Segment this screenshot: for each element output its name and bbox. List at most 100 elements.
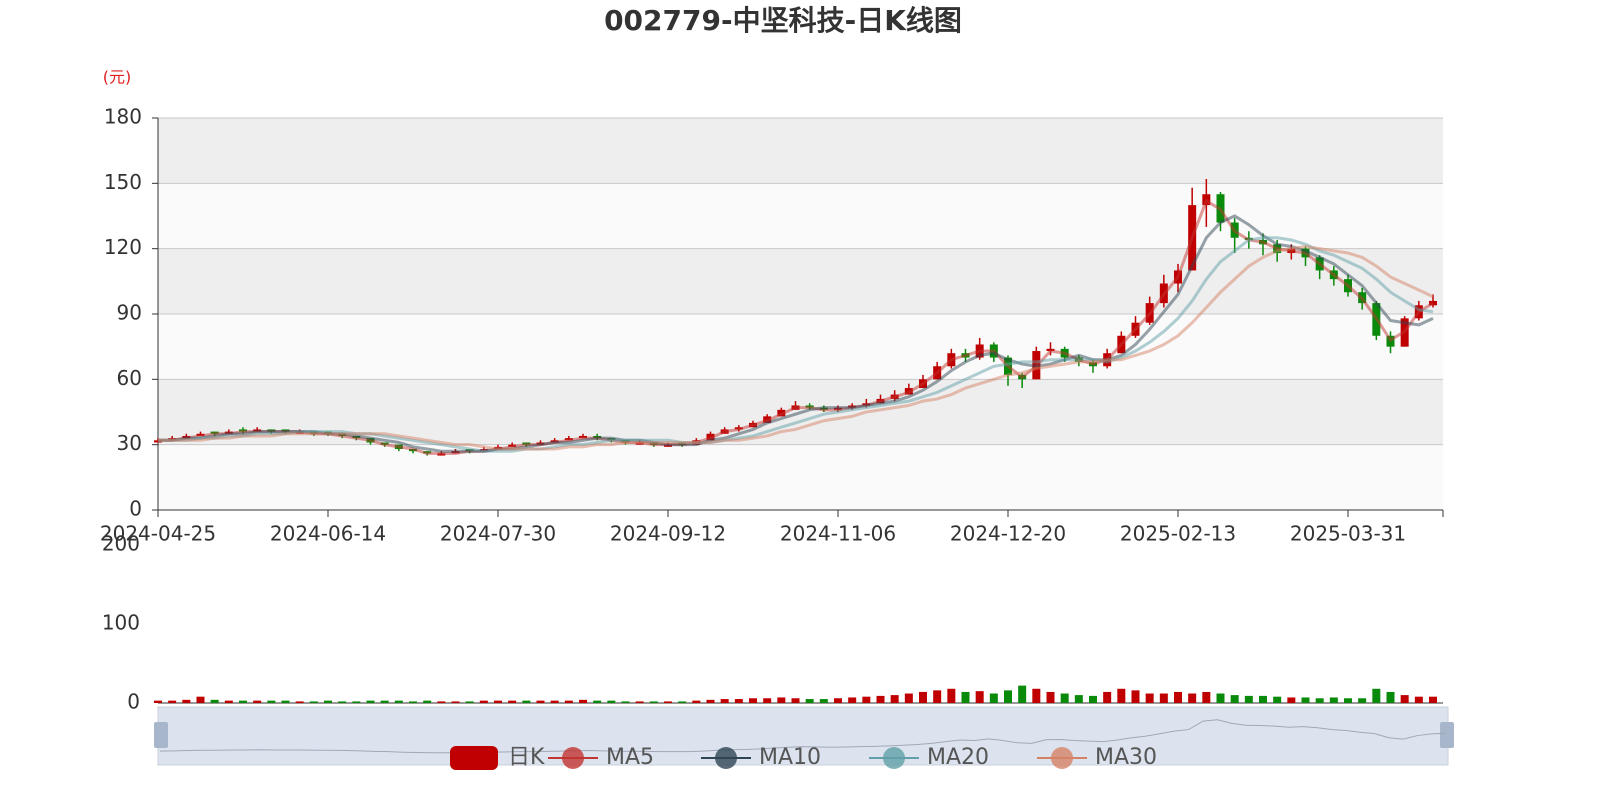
volume-tick-label: 200 bbox=[102, 532, 140, 556]
volume-bar bbox=[890, 695, 899, 703]
volume-bar bbox=[706, 699, 715, 703]
legend-symbol[interactable] bbox=[450, 746, 498, 770]
volume-bar bbox=[834, 698, 842, 703]
volume-bar bbox=[1046, 691, 1055, 703]
legend-symbol bbox=[883, 747, 905, 769]
volume-bar bbox=[848, 697, 857, 703]
volume-bar bbox=[1060, 693, 1069, 703]
volume-bar bbox=[1372, 688, 1381, 703]
x-tick-label: 2024-04-25 bbox=[100, 522, 216, 546]
volume-bar bbox=[465, 701, 474, 703]
volume-bar bbox=[423, 700, 432, 703]
y-tick-label: 150 bbox=[104, 170, 142, 194]
volume-bar bbox=[749, 698, 757, 703]
y-tick-label: 90 bbox=[117, 301, 142, 325]
y-tick-label: 120 bbox=[104, 235, 142, 259]
volume-bar bbox=[635, 701, 644, 703]
volume-bar bbox=[734, 699, 743, 703]
volume-bar bbox=[380, 700, 389, 703]
slider-track[interactable] bbox=[157, 706, 1449, 766]
volume-bar bbox=[1230, 695, 1239, 703]
volume-bar bbox=[989, 693, 998, 703]
volume-bar bbox=[1004, 690, 1012, 703]
legend-symbol bbox=[1051, 747, 1073, 769]
volume-tick-label: 100 bbox=[102, 611, 140, 635]
legend-label[interactable]: MA20 bbox=[927, 745, 989, 770]
slider-handle-right[interactable] bbox=[1440, 722, 1454, 748]
volume-bar bbox=[1174, 691, 1182, 703]
volume-bar bbox=[210, 699, 219, 703]
grid-band bbox=[158, 314, 1443, 380]
volume-bar bbox=[876, 695, 885, 703]
grid-band bbox=[158, 248, 1443, 314]
volume-bar bbox=[154, 700, 162, 703]
grid-band bbox=[158, 444, 1443, 510]
slider-handle-left[interactable] bbox=[154, 722, 168, 748]
volume-bar bbox=[253, 700, 262, 703]
volume-bar bbox=[366, 700, 375, 703]
volume-bar bbox=[494, 700, 502, 703]
volume-bar bbox=[1131, 690, 1140, 703]
volume-bar bbox=[1386, 691, 1395, 703]
volume-bar bbox=[1358, 698, 1367, 703]
volume-bar bbox=[819, 699, 828, 703]
x-tick-label: 2024-06-14 bbox=[270, 522, 386, 546]
volume-bar bbox=[1429, 696, 1437, 703]
x-tick-label: 2025-03-31 bbox=[1290, 522, 1406, 546]
volume-bar bbox=[947, 688, 956, 703]
volume-bar bbox=[791, 698, 800, 703]
volume-bar bbox=[1301, 697, 1310, 703]
y-unit: (元) bbox=[103, 68, 132, 87]
volume-bar bbox=[593, 700, 602, 703]
volume-bar bbox=[239, 700, 247, 703]
x-tick-label: 2024-09-12 bbox=[610, 522, 726, 546]
legend-label[interactable]: MA10 bbox=[759, 745, 821, 770]
volume-bar bbox=[1188, 693, 1197, 703]
grid-band bbox=[158, 118, 1443, 184]
volume-bar bbox=[409, 701, 417, 703]
volume-bar bbox=[1159, 693, 1168, 703]
volume-bar bbox=[763, 698, 772, 703]
legend-label[interactable]: MA5 bbox=[606, 745, 654, 770]
volume-bar bbox=[933, 690, 942, 703]
legend-symbol bbox=[562, 747, 584, 769]
volume-bar bbox=[961, 691, 970, 703]
volume-bar bbox=[1089, 695, 1097, 703]
volume-bar bbox=[267, 700, 276, 703]
volume-bar bbox=[451, 701, 460, 703]
y-tick-label: 0 bbox=[129, 497, 142, 521]
x-tick-label: 2024-12-20 bbox=[950, 522, 1066, 546]
grid-band bbox=[158, 183, 1443, 249]
chart-title: 002779-中坚科技-日K线图 bbox=[604, 4, 962, 37]
ma-line bbox=[158, 244, 1434, 451]
volume-bar bbox=[550, 700, 559, 703]
volume-bar bbox=[1117, 688, 1126, 703]
volume-bar bbox=[196, 696, 205, 703]
volume-bar bbox=[182, 699, 191, 703]
volume-bar bbox=[1414, 696, 1423, 703]
volume-bar bbox=[862, 696, 871, 703]
volume-bar bbox=[1244, 695, 1253, 703]
volume-bar bbox=[805, 699, 814, 703]
volume-bar bbox=[564, 700, 573, 703]
volume-bar bbox=[1287, 697, 1296, 703]
volume-bar bbox=[437, 701, 446, 703]
legend-label[interactable]: MA30 bbox=[1095, 745, 1157, 770]
volume-bar bbox=[720, 699, 729, 703]
volume-bar bbox=[579, 699, 587, 703]
volume-bar bbox=[678, 701, 687, 703]
x-tick-label: 2025-02-13 bbox=[1120, 522, 1236, 546]
volume-bar bbox=[394, 700, 403, 703]
volume-bar bbox=[309, 701, 318, 703]
volume-bar bbox=[1216, 693, 1225, 703]
volume-bar bbox=[1074, 695, 1083, 703]
volume-bar bbox=[1145, 693, 1154, 703]
volume-bar bbox=[352, 701, 361, 703]
data-zoom-slider[interactable] bbox=[154, 706, 1454, 766]
y-tick-label: 30 bbox=[117, 431, 142, 455]
legend-label[interactable]: 日K bbox=[508, 745, 545, 770]
candle-body bbox=[1429, 300, 1437, 306]
volume-bar bbox=[1400, 695, 1409, 703]
volume-bar bbox=[1259, 695, 1267, 703]
